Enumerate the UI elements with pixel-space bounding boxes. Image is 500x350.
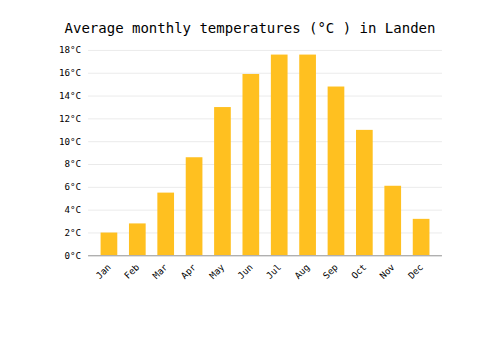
svg-text:12°C: 12°C [59, 113, 81, 124]
svg-text:0°C: 0°C [64, 250, 81, 261]
svg-text:May: May [207, 261, 227, 281]
svg-text:Feb: Feb [122, 261, 142, 281]
svg-text:10°C: 10°C [59, 136, 81, 147]
html-text:Average monthly temperatures (: Average monthly temperatures (°C ) in La… [64, 20, 436, 36]
svg-text:Oct: Oct [349, 261, 369, 281]
svg-text:4°C: 4°C [64, 204, 81, 215]
svg-text:2°C: 2°C [64, 227, 81, 238]
svg-text:Nov: Nov [377, 261, 397, 281]
svg-text:Jan: Jan [93, 261, 113, 281]
svg-text:14°C: 14°C [59, 90, 81, 101]
svg-text:16°C: 16°C [59, 67, 81, 78]
svg-text:Apr: Apr [178, 261, 198, 281]
svg-text:Aug: Aug [292, 261, 312, 281]
svg-text:Mar: Mar [150, 261, 170, 281]
svg-text:Jun: Jun [235, 261, 255, 281]
svg-text:Jul: Jul [264, 261, 284, 281]
svg-text:8°C: 8°C [64, 158, 81, 169]
svg-text:Sep: Sep [320, 261, 340, 281]
svg-text:Dec: Dec [406, 261, 426, 281]
svg-text:6°C: 6°C [64, 181, 81, 192]
svg-text:18°C: 18°C [59, 44, 81, 55]
